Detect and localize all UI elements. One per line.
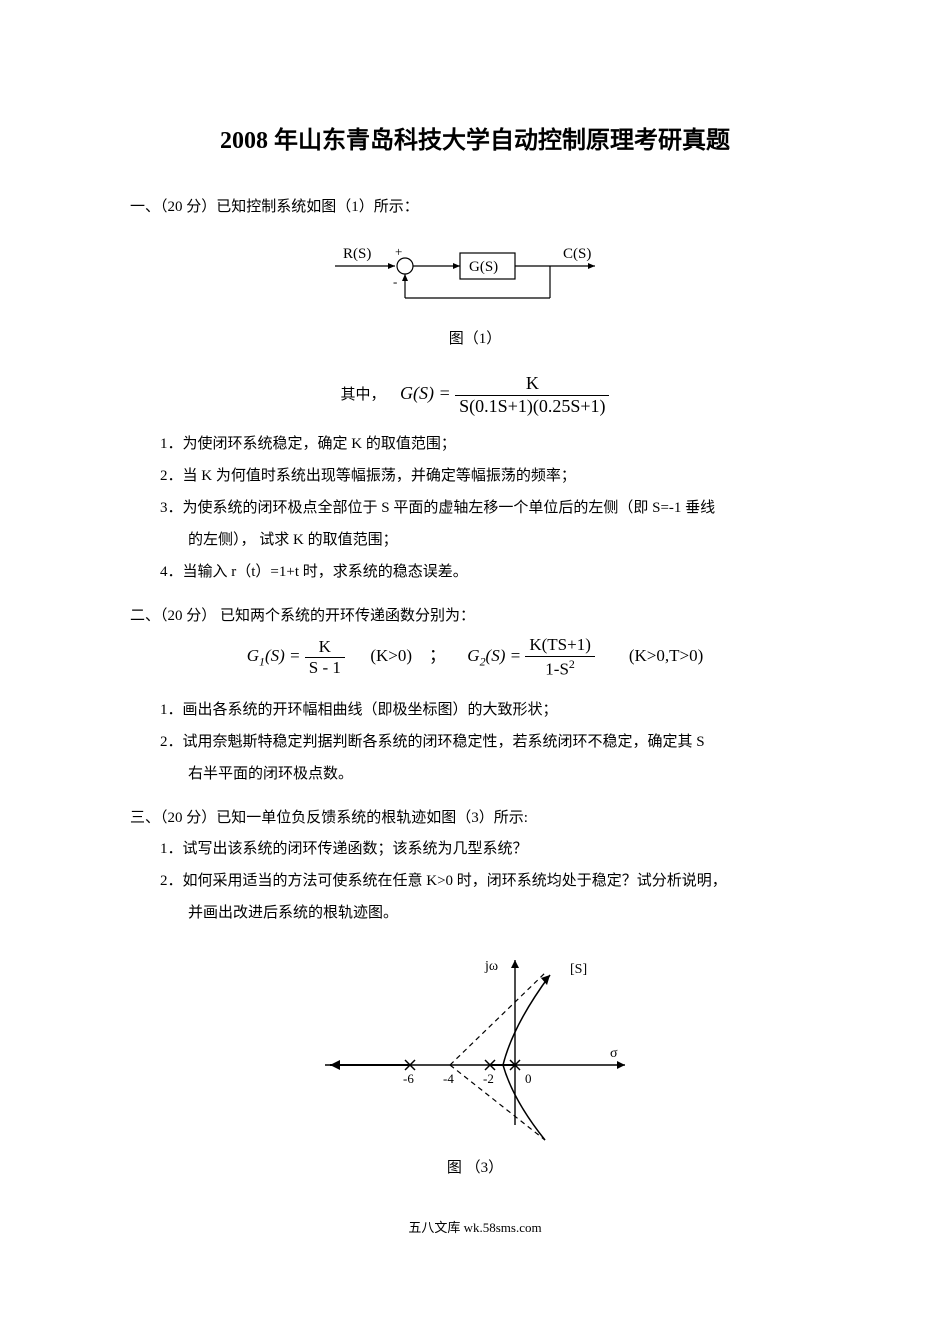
q2-g1-cond: (K>0)	[370, 646, 412, 665]
q2-g2-frac: K(TS+1) 1-S2	[525, 635, 595, 679]
q2-g1-den: S - 1	[305, 658, 345, 678]
page: 2008 年山东青岛科技大学自动控制原理考研真题 一、（20 分）已知控制系统如…	[0, 0, 950, 1276]
label-r: R(S)	[343, 246, 371, 262]
q1-items: 1．为使闭环系统稳定，确定 K 的取值范围； 2．当 K 为何值时系统出现等幅振…	[130, 432, 820, 584]
q2-g2-rest: (S) =	[486, 646, 522, 665]
q1-item: 3．为使系统的闭环极点全部位于 S 平面的虚轴左移一个单位后的左侧（即 S=-1…	[160, 496, 820, 520]
label-g: G(S)	[469, 259, 498, 275]
q1-formula-frac: K S(0.1S+1)(0.25S+1)	[455, 373, 609, 417]
label-minus: -	[393, 274, 397, 289]
asymptote-icon	[450, 973, 545, 1065]
q2-g1-num: K	[305, 637, 345, 658]
q2-g2-lhs: G2(S) =	[467, 646, 521, 665]
tick-label: -2	[483, 1071, 494, 1086]
q1-fig-caption: 图（1）	[130, 327, 820, 348]
q2-head: 二、（20 分） 已知两个系统的开环传递函数分别为：	[130, 604, 820, 625]
q1-formula-lhs: G(S) =	[400, 383, 451, 403]
page-footer: 五八文库 wk.58sms.com	[130, 1217, 820, 1236]
q3-head: 三、（20 分）已知一单位负反馈系统的根轨迹如图（3）所示:	[130, 806, 820, 827]
tick-label: 0	[525, 1071, 532, 1086]
root-locus-svg: jω [S] σ -6 -4 -2 0	[295, 945, 655, 1145]
q3-fig-caption: 图 （3）	[130, 1156, 820, 1177]
q3-item: 1．试写出该系统的闭环传递函数；该系统为几型系统？	[160, 837, 820, 861]
page-title: 2008 年山东青岛科技大学自动控制原理考研真题	[130, 120, 820, 155]
q2-item: 2．试用奈魁斯特稳定判据判断各系统的闭环稳定性，若系统闭环不稳定，确定其 S	[160, 730, 820, 754]
block-diagram-svg: R(S) + - G(S) C(S)	[325, 236, 625, 316]
q2-g2-den: 1-S2	[525, 657, 595, 680]
q2-g1-rest: (S) =	[265, 646, 301, 665]
q2-g1-lhs: G1(S) =	[247, 646, 301, 665]
q1-formula: 其中， G(S) = K S(0.1S+1)(0.25S+1)	[130, 373, 820, 417]
q1-formula-num: K	[455, 373, 609, 396]
tick-label: -4	[443, 1071, 454, 1086]
locus-branch-icon	[503, 1065, 545, 1140]
q2-item-cont: 右半平面的闭环极点数。	[160, 762, 820, 786]
label-sigma: σ	[610, 1046, 618, 1061]
label-plus: +	[395, 244, 402, 259]
q2-sep: ；	[429, 646, 446, 665]
q2-g2-cond: (K>0,T>0)	[629, 646, 703, 665]
q2-g2-den-base: 1-S	[545, 659, 569, 678]
q3-items: 1．试写出该系统的闭环传递函数；该系统为几型系统？ 2．如何采用适当的方法可使系…	[130, 837, 820, 925]
q2-formulas: G1(S) = K S - 1 (K>0) ； G2(S) = K(TS+1) …	[130, 635, 820, 679]
tick-label: -6	[403, 1071, 414, 1086]
q3-item-cont: 并画出改进后系统的根轨迹图。	[160, 901, 820, 925]
q1-item: 4．当输入 r（t）=1+t 时，求系统的稳态误差。	[160, 560, 820, 584]
locus-branch-icon	[503, 975, 550, 1065]
q3-item: 2．如何采用适当的方法可使系统在任意 K>0 时，闭环系统均处于稳定？试分析说明…	[160, 869, 820, 893]
q2-g1-frac: K S - 1	[305, 637, 345, 679]
q1-item-cont: 的左侧）， 试求 K 的取值范围；	[160, 528, 820, 552]
q1-item: 1．为使闭环系统稳定，确定 K 的取值范围；	[160, 432, 820, 456]
q1-figure-block-diagram: R(S) + - G(S) C(S) 图（1）	[130, 236, 820, 348]
q2-g2-num: K(TS+1)	[525, 635, 595, 656]
summing-junction-icon	[397, 258, 413, 274]
q2-g2-den-sup: 2	[569, 657, 575, 671]
q1-head: 一、（20 分）已知控制系统如图（1）所示：	[130, 195, 820, 216]
q1-formula-den: S(0.1S+1)(0.25S+1)	[455, 396, 609, 418]
q2-items: 1．画出各系统的开环幅相曲线（即极坐标图）的大致形状； 2．试用奈魁斯特稳定判据…	[130, 698, 820, 786]
q1-formula-prefix: 其中，	[341, 387, 386, 403]
label-s: [S]	[570, 962, 587, 977]
label-c: C(S)	[563, 246, 591, 262]
q3-figure-root-locus: jω [S] σ -6 -4 -2 0	[130, 945, 820, 1177]
q2-g1-sym: G	[247, 646, 259, 665]
q2-g2-sym: G	[467, 646, 479, 665]
q2-item: 1．画出各系统的开环幅相曲线（即极坐标图）的大致形状；	[160, 698, 820, 722]
q1-item: 2．当 K 为何值时系统出现等幅振荡，并确定等幅振荡的频率；	[160, 464, 820, 488]
label-jw: jω	[484, 959, 498, 974]
